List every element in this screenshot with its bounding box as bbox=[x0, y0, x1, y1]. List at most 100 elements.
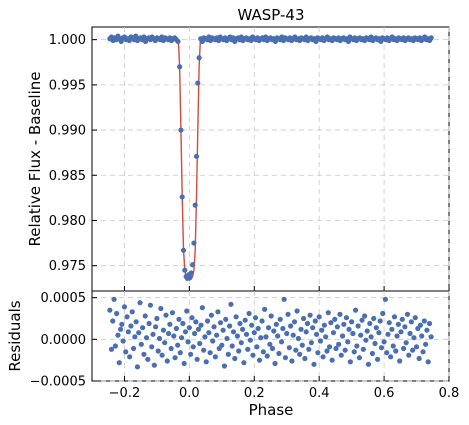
residual-point bbox=[376, 330, 382, 336]
residual-point bbox=[208, 312, 215, 318]
residual-point bbox=[325, 310, 331, 316]
residual-point bbox=[124, 314, 130, 320]
residual-point bbox=[238, 340, 244, 346]
residual-point bbox=[373, 325, 379, 331]
residual-point bbox=[125, 329, 131, 335]
residual-point bbox=[333, 345, 339, 352]
residual-point bbox=[394, 333, 400, 339]
flux-point bbox=[192, 202, 198, 208]
residual-point bbox=[413, 344, 420, 350]
top-y-tick-label: 1.000 bbox=[49, 33, 86, 48]
residual-point bbox=[281, 296, 287, 302]
residual-point bbox=[347, 359, 353, 365]
residual-point bbox=[389, 326, 395, 332]
flux-point bbox=[182, 267, 188, 273]
residual-point bbox=[217, 320, 224, 326]
residual-point bbox=[363, 337, 369, 343]
residual-point bbox=[180, 320, 186, 327]
residual-point bbox=[426, 320, 433, 327]
residual-point bbox=[273, 321, 279, 327]
x-tick-label: −0.2 bbox=[109, 386, 141, 401]
residual-point bbox=[275, 333, 281, 339]
residual-point bbox=[264, 353, 270, 359]
x-tick-label: 0.0 bbox=[179, 386, 200, 401]
residual-point bbox=[412, 315, 418, 321]
residual-point bbox=[123, 349, 129, 355]
residual-point bbox=[212, 354, 218, 360]
bottom-y-tick-label: −0.0005 bbox=[30, 375, 86, 390]
residual-point bbox=[138, 341, 144, 347]
residual-point bbox=[290, 332, 296, 338]
residual-point bbox=[350, 330, 356, 337]
residual-point bbox=[341, 321, 347, 327]
residual-point bbox=[136, 330, 142, 336]
residual-point bbox=[398, 329, 404, 335]
residual-point bbox=[149, 344, 155, 350]
residual-point bbox=[117, 326, 124, 332]
residual-point bbox=[368, 334, 374, 340]
residual-point bbox=[195, 326, 202, 332]
residual-point bbox=[259, 318, 265, 324]
residual-point bbox=[358, 332, 364, 338]
residual-point bbox=[114, 310, 120, 317]
residual-point bbox=[345, 339, 351, 345]
residual-point bbox=[210, 338, 216, 344]
residual-point bbox=[356, 355, 363, 361]
residual-point bbox=[194, 356, 200, 362]
residual-point bbox=[211, 324, 217, 330]
residual-point bbox=[132, 334, 138, 340]
residual-point bbox=[375, 356, 381, 362]
residual-point bbox=[384, 350, 390, 356]
residual-point bbox=[223, 316, 229, 322]
flux-point bbox=[191, 240, 197, 246]
residual-point bbox=[351, 349, 357, 355]
residual-point bbox=[201, 347, 207, 353]
residual-point bbox=[367, 320, 373, 327]
residual-point bbox=[219, 342, 225, 348]
residual-point bbox=[242, 317, 248, 323]
residual-point bbox=[155, 348, 161, 354]
residual-point bbox=[390, 343, 396, 349]
residual-point bbox=[297, 351, 303, 357]
residual-point bbox=[206, 330, 212, 336]
residual-point bbox=[168, 345, 174, 352]
residual-point bbox=[326, 344, 333, 350]
flux-point bbox=[195, 80, 201, 86]
residual-point bbox=[312, 318, 318, 324]
residual-point bbox=[386, 320, 392, 326]
flux-point bbox=[428, 35, 434, 41]
residual-point bbox=[130, 345, 137, 352]
residual-point bbox=[399, 316, 405, 322]
residual-point bbox=[145, 356, 151, 362]
residual-point bbox=[178, 335, 185, 341]
residual-point bbox=[241, 360, 247, 366]
residual-point bbox=[315, 350, 321, 356]
residual-point bbox=[324, 348, 330, 354]
top-plot-y-ticks: 0.975 0.980 0.985 0.990 0.995 1.000 bbox=[49, 33, 450, 291]
residual-point bbox=[303, 329, 309, 335]
residual-point bbox=[311, 361, 317, 367]
x-axis-ticks: −0.2 0.0 0.2 0.4 0.6 0.8 bbox=[109, 376, 459, 401]
residual-point bbox=[186, 325, 192, 331]
residual-point bbox=[229, 343, 235, 349]
residual-point bbox=[416, 355, 422, 362]
residual-point bbox=[116, 360, 122, 366]
residual-point bbox=[271, 328, 277, 334]
residual-point bbox=[294, 308, 300, 314]
residual-point bbox=[239, 326, 246, 332]
residual-point bbox=[156, 335, 163, 342]
residual-point bbox=[269, 345, 276, 352]
residual-point bbox=[111, 296, 117, 302]
residual-point bbox=[338, 352, 344, 358]
residual-point bbox=[278, 339, 285, 345]
residual-point bbox=[185, 339, 191, 345]
residual-point bbox=[258, 335, 264, 341]
residual-point bbox=[129, 309, 135, 315]
residual-point bbox=[406, 352, 412, 358]
residual-point bbox=[317, 338, 324, 344]
top-plot-frame bbox=[91, 26, 450, 292]
residual-point bbox=[337, 311, 343, 317]
residual-point bbox=[359, 317, 365, 323]
residual-point bbox=[332, 316, 338, 322]
residual-point bbox=[395, 321, 401, 327]
